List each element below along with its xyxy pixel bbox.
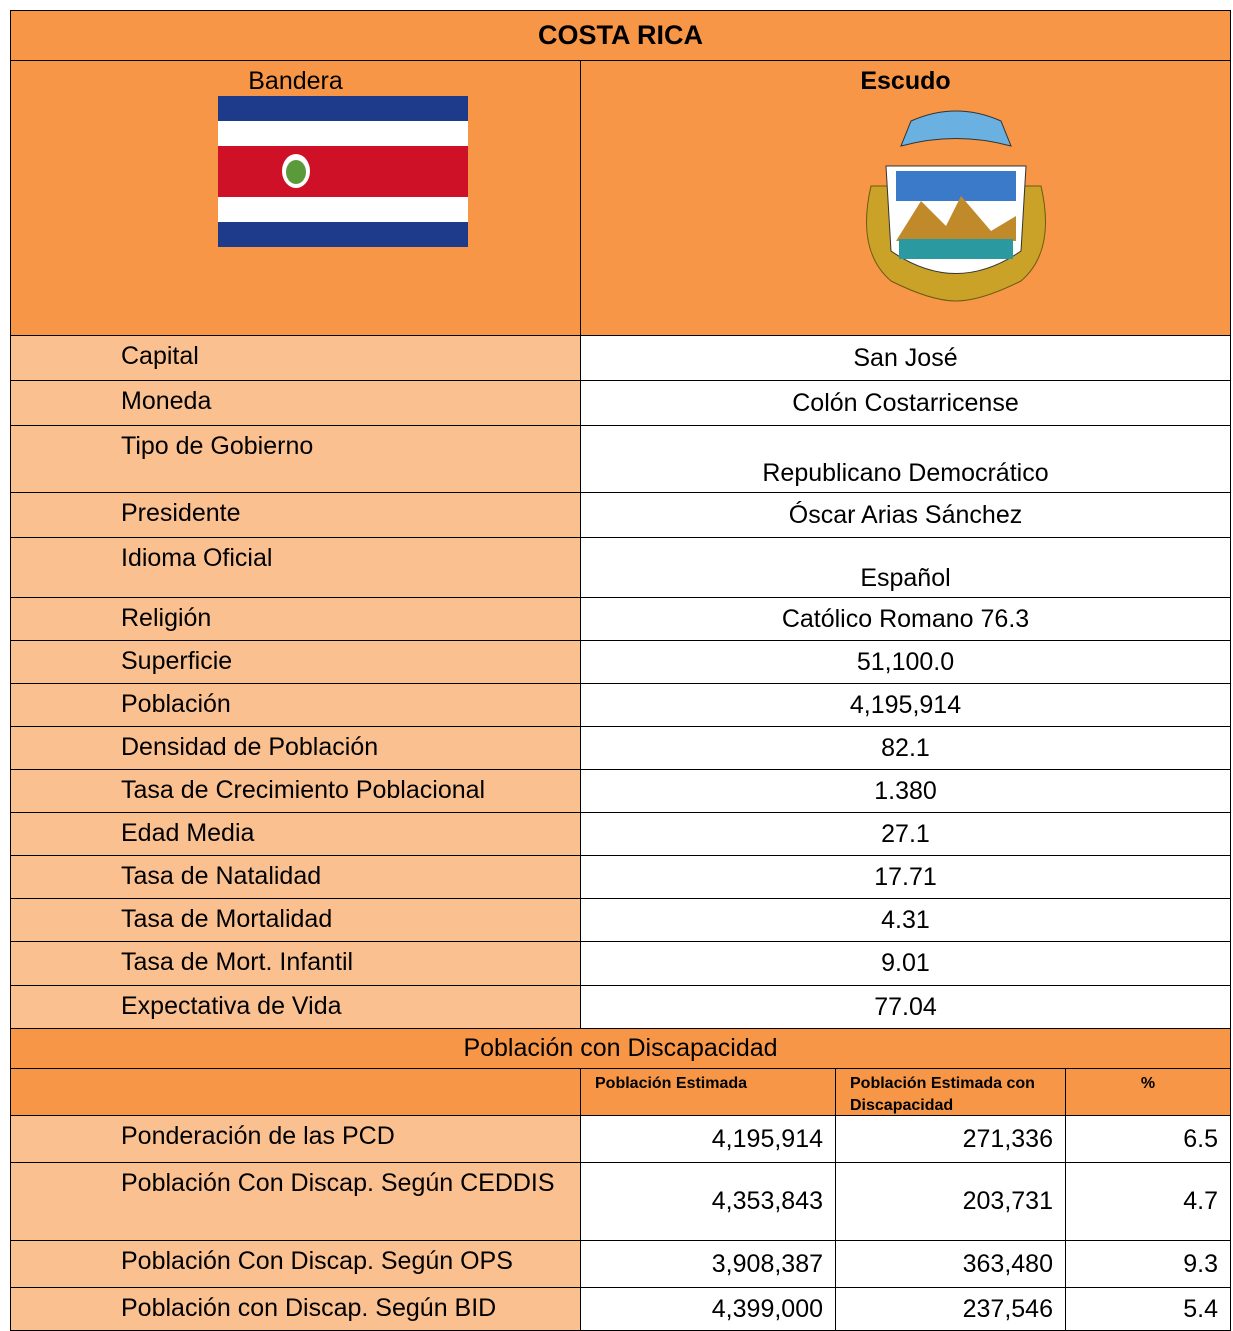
row-value: 9.01 [580, 941, 1231, 986]
flag [218, 96, 468, 247]
row-value: 6.5 [1065, 1115, 1231, 1163]
row-value: San José [580, 335, 1231, 381]
row-value: 27.1 [580, 812, 1231, 856]
shield-label: Escudo [581, 67, 1230, 96]
row-label: Tasa de Mortalidad [10, 898, 581, 942]
row-label: Tasa de Crecimiento Poblacional [10, 769, 581, 813]
row-value: 1.380 [580, 769, 1231, 813]
row-value: 363,480 [835, 1240, 1066, 1288]
column-header: % [1065, 1068, 1231, 1116]
row-value: 9.3 [1065, 1240, 1231, 1288]
row-label: Población [10, 683, 581, 727]
page: COSTA RICA Bandera Escudo CapitalSan Jos… [0, 0, 1233, 1330]
row-label: Superficie [10, 640, 581, 684]
flag-label: Bandera [11, 67, 580, 96]
title: COSTA RICA [10, 10, 1231, 61]
row-label: Población Con Discap. Según CEDDIS [10, 1162, 581, 1241]
row-value: 4,195,914 [580, 683, 1231, 727]
row-value: 5.4 [1065, 1287, 1231, 1331]
row-label: Tasa de Mort. Infantil [10, 941, 581, 986]
row-value: Republicano Democrático [580, 425, 1231, 493]
row-value: 77.04 [580, 985, 1231, 1029]
row-value: 3,908,387 [580, 1240, 836, 1288]
row-value: 17.71 [580, 855, 1231, 899]
shield-cell: Escudo [580, 60, 1231, 336]
row-label: Población Con Discap. Según OPS [10, 1240, 581, 1288]
row-label: Ponderación de las PCD [10, 1115, 581, 1163]
column-header: Población Estimada [580, 1068, 836, 1116]
row-label: Población con Discap. Según BID [10, 1287, 581, 1331]
row-label: Tipo de Gobierno [10, 425, 581, 493]
row-label: Expectativa de Vida [10, 985, 581, 1029]
row-value: 4.7 [1065, 1162, 1231, 1241]
row-value: 237,546 [835, 1287, 1066, 1331]
row-value: 203,731 [835, 1162, 1066, 1241]
row-value: 271,336 [835, 1115, 1066, 1163]
row-value: Óscar Arias Sánchez [580, 492, 1231, 538]
row-label: Capital [10, 335, 581, 381]
column-header: Población Estimada con Discapacidad [835, 1068, 1066, 1116]
row-label: Densidad de Población [10, 726, 581, 770]
row-label: Tasa de Natalidad [10, 855, 581, 899]
row-value: 4,353,843 [580, 1162, 836, 1241]
flag-cell: Bandera [10, 60, 581, 336]
row-value: 51,100.0 [580, 640, 1231, 684]
row-value: Colón Costarricense [580, 380, 1231, 426]
row-value: 4,195,914 [580, 1115, 836, 1163]
shield [851, 101, 1061, 311]
row-value: 4.31 [580, 898, 1231, 942]
subheader-blank [10, 1068, 581, 1116]
row-value: 82.1 [580, 726, 1231, 770]
section-title: Población con Discapacidad [10, 1028, 1231, 1069]
row-label: Idioma Oficial [10, 537, 581, 598]
row-value: Español [580, 537, 1231, 598]
row-label: Edad Media [10, 812, 581, 856]
row-label: Presidente [10, 492, 581, 538]
row-label: Moneda [10, 380, 581, 426]
row-label: Religión [10, 597, 581, 641]
row-value: 4,399,000 [580, 1287, 836, 1331]
row-value: Católico Romano 76.3 [580, 597, 1231, 641]
